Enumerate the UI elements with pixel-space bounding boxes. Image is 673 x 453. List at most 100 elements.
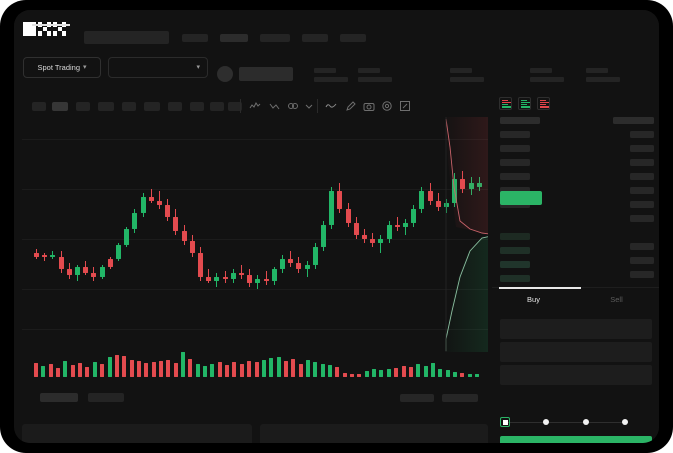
- volume-bar: [114, 355, 119, 377]
- orderbook-ask-row[interactable]: [500, 131, 530, 138]
- tab-sell[interactable]: Sell: [610, 295, 623, 304]
- candle: [239, 117, 244, 339]
- orderbook-bid-row[interactable]: [500, 261, 530, 268]
- order-book[interactable]: [492, 117, 659, 287]
- nav-item-1[interactable]: [182, 34, 208, 42]
- chart-footer-action-2[interactable]: [442, 394, 478, 402]
- orderbook-bid-row[interactable]: [500, 247, 530, 254]
- order-book-and-form-panel: Buy Sell: [492, 91, 659, 443]
- orderbook-amount-cell[interactable]: [630, 159, 654, 166]
- line-chart-icon[interactable]: [324, 99, 338, 113]
- candle: [435, 117, 441, 339]
- bottom-panel-1[interactable]: [22, 424, 252, 443]
- pencil-icon[interactable]: [344, 99, 358, 113]
- timeframe-chip-4[interactable]: [98, 102, 114, 111]
- timeframe-chip-3[interactable]: [76, 102, 90, 111]
- volume-bar: [372, 369, 377, 377]
- volume-bar: [460, 373, 465, 377]
- timeframe-chip-1[interactable]: [32, 102, 46, 111]
- orderbook-bid-row[interactable]: [500, 233, 530, 240]
- price-chart-panel[interactable]: [22, 117, 488, 389]
- orderbook-ask-row[interactable]: [500, 159, 530, 166]
- orderbook-amount-cell[interactable]: [630, 271, 654, 278]
- volume-bar: [313, 362, 318, 377]
- nav-item-4[interactable]: [302, 34, 328, 42]
- nav-item-5[interactable]: [340, 34, 366, 42]
- nav-item-3[interactable]: [260, 34, 290, 42]
- stepper-step-4[interactable]: [622, 419, 628, 425]
- fullscreen-icon[interactable]: [398, 99, 412, 113]
- candle: [157, 117, 162, 339]
- timeframe-chip-2[interactable]: [52, 102, 68, 111]
- volume-bar: [408, 367, 413, 377]
- volume-bar: [151, 362, 156, 377]
- timeframe-chip-10[interactable]: [228, 102, 242, 111]
- active-tab-indicator: [499, 287, 581, 289]
- timeframe-chip-7[interactable]: [168, 102, 182, 111]
- orderbook-amount-cell[interactable]: [630, 145, 654, 152]
- volume-series: [22, 339, 488, 389]
- indicator-icon[interactable]: [268, 99, 282, 113]
- camera-icon[interactable]: [362, 99, 376, 113]
- volume-bar: [261, 360, 266, 377]
- timeframe-chip-9[interactable]: [210, 102, 224, 111]
- nav-item-2[interactable]: [220, 34, 248, 42]
- market-type-dropdown[interactable]: Spot Trading ▾: [23, 57, 101, 78]
- volume-bar: [452, 372, 457, 377]
- chart-type-icon[interactable]: [248, 99, 262, 113]
- timeframe-chip-5[interactable]: [122, 102, 136, 111]
- chevron-down-icon[interactable]: [302, 99, 316, 113]
- orderbook-amount-cell[interactable]: [630, 243, 654, 250]
- orderbook-amount-cell[interactable]: [630, 215, 654, 222]
- orderbook-bid-row[interactable]: [500, 275, 530, 282]
- orderbook-ask-row[interactable]: [500, 117, 540, 124]
- volume-bar: [423, 366, 428, 377]
- orderbook-amount-cell[interactable]: [630, 201, 654, 208]
- compare-icon[interactable]: [286, 99, 300, 113]
- orderbook-amount-cell[interactable]: [630, 131, 654, 138]
- search-input[interactable]: [84, 31, 169, 44]
- orderbook-amount-cell[interactable]: [613, 117, 654, 124]
- order-field-3[interactable]: [500, 365, 652, 385]
- orderbook-amount-cell[interactable]: [630, 173, 654, 180]
- chart-footer-tab-1[interactable]: [40, 393, 78, 402]
- orderbook-ask-row[interactable]: [500, 187, 530, 194]
- candle: [370, 117, 376, 339]
- volume-bar: [56, 368, 61, 377]
- orderbook-bids-icon[interactable]: [518, 97, 531, 110]
- orderbook-amount-cell[interactable]: [630, 187, 654, 194]
- timeframe-chip-6[interactable]: [144, 102, 160, 111]
- bottom-panel-2[interactable]: [260, 424, 488, 443]
- submit-order-button[interactable]: [500, 436, 652, 443]
- tab-buy[interactable]: Buy: [527, 295, 540, 304]
- timeframe-chip-8[interactable]: [190, 102, 204, 111]
- orderbook-ask-row[interactable]: [500, 173, 530, 180]
- volume-bar: [34, 363, 38, 377]
- gridline: [22, 189, 488, 190]
- stat-pair-3: [450, 68, 484, 82]
- gridline: [22, 329, 488, 330]
- stepper-step-1[interactable]: [500, 417, 510, 427]
- gridline: [22, 139, 488, 140]
- trading-pair-selector[interactable]: ▾: [108, 57, 208, 78]
- volume-bar: [203, 366, 208, 377]
- chart-footer-tab-2[interactable]: [88, 393, 124, 402]
- order-field-1[interactable]: [500, 319, 652, 339]
- orderbook-combined-icon[interactable]: [499, 97, 512, 110]
- orderbook-asks-icon[interactable]: [537, 97, 550, 110]
- stepper-step-2[interactable]: [543, 419, 549, 425]
- order-field-2[interactable]: [500, 342, 652, 362]
- active-tab-underline: [32, 24, 70, 26]
- stepper-step-3[interactable]: [583, 419, 589, 425]
- settings-gear-icon[interactable]: [380, 99, 394, 113]
- candle: [378, 117, 384, 339]
- chart-footer-action-1[interactable]: [400, 394, 434, 402]
- market-depth-chart: [445, 117, 488, 352]
- spread-price-highlight[interactable]: [500, 191, 542, 205]
- orderbook-amount-cell[interactable]: [630, 257, 654, 264]
- candle: [66, 117, 72, 339]
- candle: [132, 117, 138, 339]
- orderbook-ask-row[interactable]: [500, 145, 530, 152]
- candle: [148, 117, 154, 339]
